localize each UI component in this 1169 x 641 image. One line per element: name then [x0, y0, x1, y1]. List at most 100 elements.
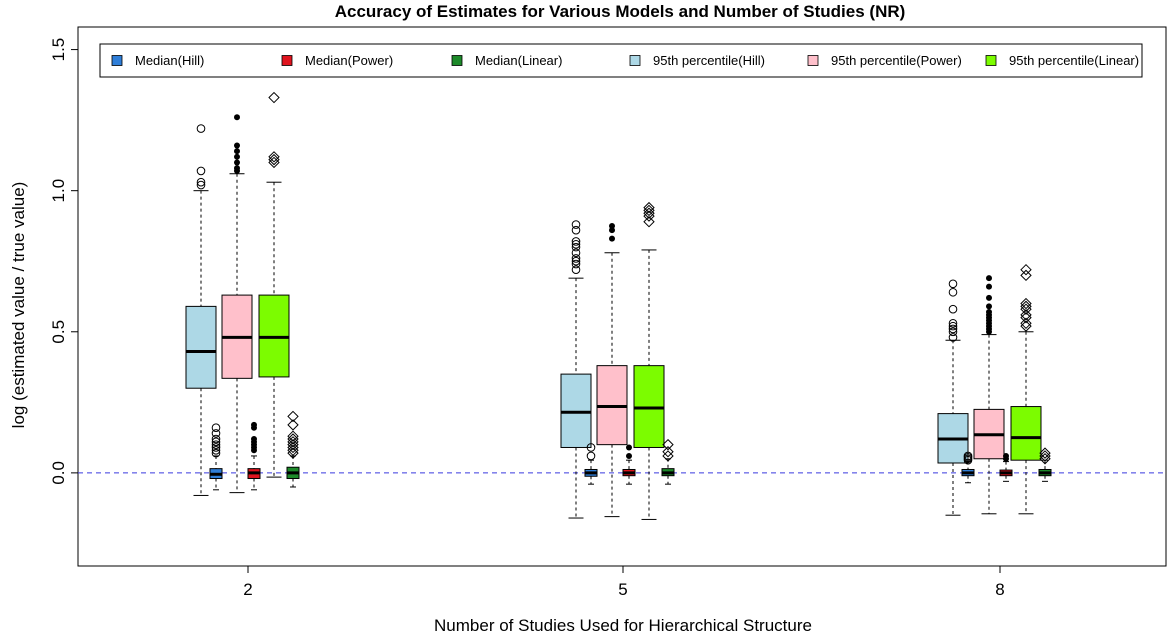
outlier-point [571, 242, 581, 252]
outlier-point [1020, 297, 1032, 310]
legend-swatch [111, 55, 123, 66]
outlier-point [571, 259, 581, 269]
outlier-point [986, 283, 992, 290]
box-95th-percentile-hill--2 [185, 124, 217, 496]
box-95th-percentile-power--5 [596, 222, 628, 518]
outlier-point [196, 166, 206, 176]
outlier-point [234, 153, 240, 160]
legend-label: 95th percentile(Power) [831, 53, 962, 68]
box-95th-percentile-hill--5 [560, 220, 592, 519]
legend-label: Median(Hill) [135, 53, 204, 68]
outlier-point [571, 225, 581, 235]
outlier-point [571, 254, 581, 263]
box-median-linear--5 [661, 438, 675, 485]
outlier-point [948, 287, 958, 297]
outlier-point [986, 303, 992, 310]
outlier-point [251, 436, 257, 443]
outlier-point [948, 327, 958, 337]
outlier-point [287, 419, 299, 431]
outlier-point [643, 201, 655, 214]
outlier-point [287, 430, 299, 442]
box-median-hill--8 [961, 451, 975, 484]
plot-area: 0.0 0.5 1.0 1.5 2 5 8 [49, 26, 1167, 599]
box-body [185, 305, 217, 389]
legend: Median(Hill) Median(Power) Median(Linear) 9… [99, 43, 1143, 78]
legend-label: Median(Linear) [475, 53, 562, 68]
x-tick-label: 2 [243, 580, 252, 599]
outlier-point [662, 446, 674, 458]
legend-label: Median(Power) [305, 53, 393, 68]
outlier-point [571, 248, 581, 258]
x-tick-label: 5 [618, 580, 627, 599]
y-tick-label: 1.5 [49, 38, 68, 62]
outlier-point [571, 237, 581, 246]
outlier-point [586, 443, 596, 452]
outlier-point [643, 216, 655, 228]
outlier-point [1039, 447, 1051, 459]
legend-swatch [807, 55, 819, 66]
outlier-point [211, 429, 221, 438]
legend-label: 95th percentile(Hill) [653, 53, 765, 68]
outlier-point [234, 148, 240, 155]
box-95th-percentile-power--8 [973, 275, 1005, 515]
box-body [1010, 406, 1042, 461]
outlier-point [251, 421, 257, 428]
outlier-point [626, 452, 632, 459]
legend-swatch [629, 55, 641, 66]
outlier-point [948, 324, 958, 334]
outlier-point [234, 165, 240, 172]
outlier-point [211, 423, 221, 433]
box-95th-percentile-hill--8 [937, 279, 969, 516]
outlier-point [268, 91, 280, 104]
outlier-point [211, 437, 221, 447]
box-95th-percentile-linear--5 [633, 201, 665, 520]
box-median-power--8 [999, 452, 1013, 482]
outlier-point [571, 239, 581, 249]
outlier-point [986, 294, 992, 301]
outlier-point [948, 321, 958, 331]
plot-frame [77, 26, 1167, 567]
outlier-point [626, 444, 632, 451]
y-axis-label: log (estimated value / true value) [9, 182, 28, 429]
outlier-point [211, 448, 221, 458]
legend-label: 95th percentile(Linear) [1009, 53, 1139, 68]
box-95th-percentile-linear--8 [1010, 263, 1042, 515]
outlier-point [1020, 269, 1032, 282]
outlier-point [948, 319, 958, 328]
box-median-hill--2 [209, 423, 223, 491]
outlier-point [571, 265, 581, 274]
outlier-point [948, 333, 958, 342]
box-median-linear--2 [286, 410, 300, 488]
box-95th-percentile-power--2 [221, 114, 253, 494]
outlier-point [1020, 317, 1032, 330]
chart-title: Accuracy of Estimates for Various Models… [335, 2, 906, 21]
outlier-point [234, 159, 240, 166]
box-95th-percentile-linear--2 [258, 91, 290, 478]
outlier-point [234, 114, 240, 121]
outlier-point [196, 177, 206, 187]
outlier-point [196, 180, 206, 190]
outlier-point [571, 256, 581, 266]
outlier-point [287, 410, 299, 423]
legend-swatch [281, 55, 293, 66]
outlier-point [609, 227, 615, 234]
outlier-point [1020, 309, 1032, 321]
outlier-point [211, 440, 221, 449]
outlier-point [986, 275, 992, 282]
outlier-point [1020, 263, 1032, 276]
box-median-power--5 [622, 444, 636, 485]
outlier-point [211, 434, 221, 444]
x-tick-label: 8 [995, 580, 1004, 599]
outlier-point [986, 309, 992, 316]
outlier-point [1003, 452, 1009, 459]
outlier-point [948, 304, 958, 314]
outlier-point [586, 451, 596, 461]
y-tick-label: 0.0 [49, 461, 68, 485]
outlier-point [268, 153, 280, 166]
outlier-point [196, 124, 206, 133]
x-axis-label: Number of Studies Used for Hierarchical … [434, 616, 812, 635]
outlier-point [268, 151, 280, 163]
box-median-power--2 [247, 421, 261, 491]
